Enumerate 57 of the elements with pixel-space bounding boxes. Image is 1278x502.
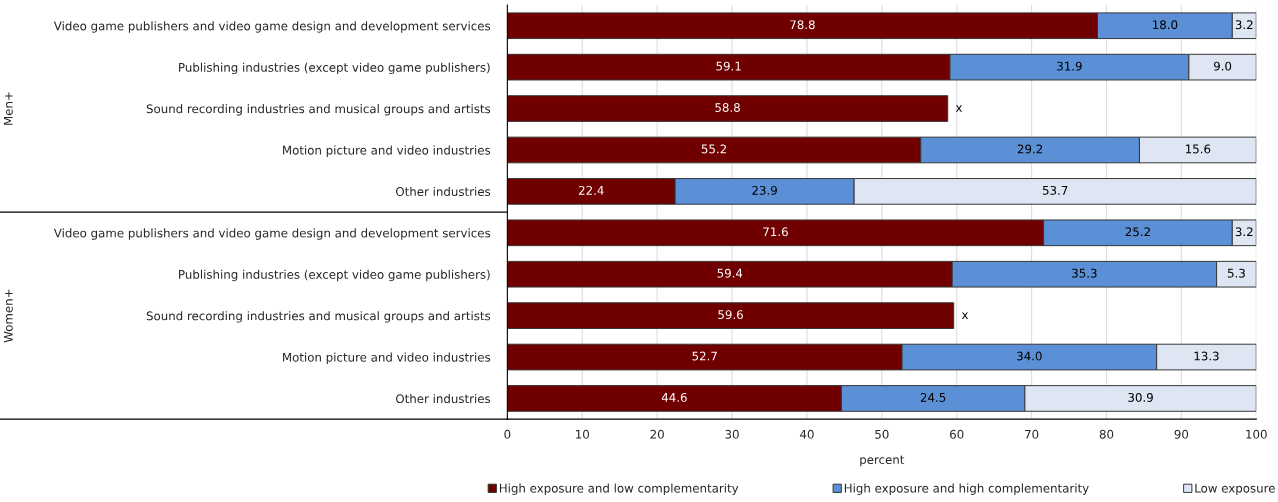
- text: Women+: [3, 289, 13, 343]
- data-label: 59.4: [717, 268, 743, 278]
- x-tick-label: 90: [1174, 429, 1189, 439]
- data-label: 5.3: [1227, 268, 1245, 278]
- x-tick-label: 30: [725, 429, 739, 439]
- y-tick-label: Video game publishers and video game design and development services: [53, 228, 491, 240]
- data-label: 52.7: [692, 351, 717, 361]
- x-tick-label: 100: [1246, 429, 1267, 439]
- x-tick-label: 60: [950, 429, 964, 439]
- data-label: 24.5: [920, 392, 946, 402]
- data-label: 53.7: [1042, 185, 1068, 195]
- y-tick-label: Motion picture and video industries: [283, 352, 491, 364]
- legend-label: High exposure and high complementarity: [844, 483, 1089, 495]
- data-label: 59.1: [716, 61, 741, 71]
- y-tick-label: Other industries: [396, 393, 491, 404]
- data-label: 13.3: [1194, 351, 1219, 361]
- data-label: 35.3: [1072, 268, 1097, 278]
- y-tick-label: Video game publishers and video game design and development services: [53, 21, 491, 33]
- data-label: 9.0: [1213, 61, 1232, 71]
- legend-label: Low exposure: [1195, 483, 1275, 495]
- data-label: 59.6: [718, 310, 743, 320]
- data-label: 3.2: [1235, 20, 1253, 30]
- y-tick-label: Other industries: [396, 186, 491, 197]
- data-label: 3.2: [1235, 227, 1253, 237]
- y-tick-label: Sound recording industries and musical groups and artists: [146, 311, 491, 323]
- x-tick-label: 10: [576, 429, 589, 439]
- x-tick-label: 80: [1099, 429, 1114, 439]
- data-label: 71.6: [763, 227, 788, 237]
- data-label: 18.0: [1153, 20, 1178, 30]
- y-tick-label: Publishing industries (except video game publishers): [179, 269, 490, 282]
- x-tick-label: 50: [875, 429, 889, 439]
- data-label: 29.2: [1017, 144, 1043, 154]
- y-tick-label: Publishing industries (except video game publishers): [179, 62, 490, 75]
- bar: [507, 302, 955, 329]
- x-tick-label: 20: [650, 429, 664, 439]
- text: Men+: [3, 92, 13, 125]
- data-label: 58.8: [715, 103, 740, 112]
- text: x: [955, 105, 963, 112]
- data-label: 78.8: [790, 20, 815, 30]
- data-label: 15.6: [1186, 144, 1211, 154]
- data-label: 25.2: [1125, 227, 1150, 237]
- data-label: 34.0: [1017, 351, 1042, 361]
- data-label: 55.2: [701, 144, 727, 154]
- x-tick-label: 40: [800, 429, 814, 439]
- data-label: 23.9: [752, 185, 777, 195]
- data-label: 44.6: [661, 392, 687, 402]
- text: x: [961, 312, 969, 319]
- y-tick-label: Sound recording industries and musical groups and artists: [146, 104, 491, 116]
- data-label: 30.9: [1128, 392, 1153, 402]
- data-label: 22.4: [578, 185, 604, 195]
- bar: [507, 95, 949, 122]
- data-label: 31.9: [1057, 61, 1082, 71]
- legend-label: High exposure and low complementarity: [499, 483, 739, 495]
- x-tick-label: 70: [1025, 429, 1039, 439]
- x-axis-title: percent: [860, 455, 905, 467]
- x-tick-label: 0: [504, 429, 511, 439]
- y-tick-label: Motion picture and video industries: [283, 145, 491, 157]
